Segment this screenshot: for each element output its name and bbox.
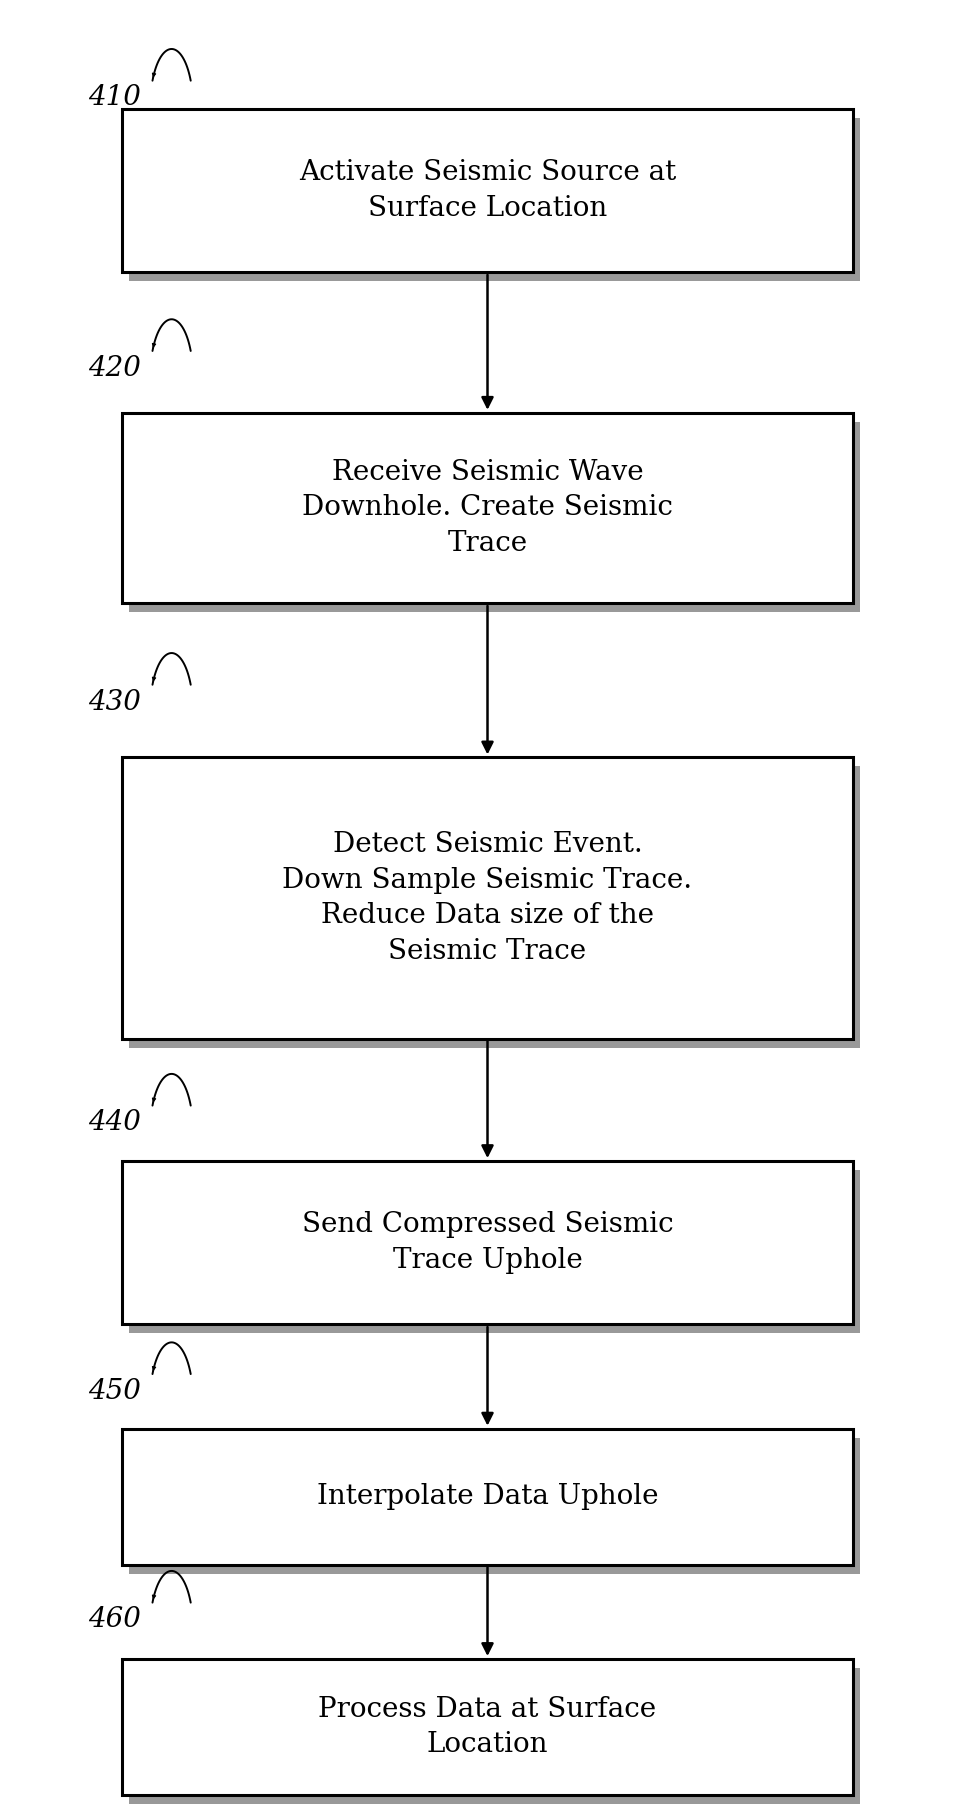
Bar <box>129 423 860 613</box>
Bar <box>122 109 853 272</box>
Bar <box>122 756 853 1038</box>
Bar <box>122 1658 853 1796</box>
Text: Interpolate Data Uphole: Interpolate Data Uphole <box>317 1484 658 1509</box>
Text: Process Data at Surface
Location: Process Data at Surface Location <box>319 1696 656 1758</box>
Text: 460: 460 <box>88 1607 140 1633</box>
Bar <box>122 1429 853 1564</box>
Text: Send Compressed Seismic
Trace Uphole: Send Compressed Seismic Trace Uphole <box>301 1212 674 1273</box>
Text: Detect Seismic Event.
Down Sample Seismic Trace.
Reduce Data size of the
Seismic: Detect Seismic Event. Down Sample Seismi… <box>283 831 692 965</box>
Text: 430: 430 <box>88 689 140 715</box>
Bar <box>122 412 853 602</box>
Bar <box>122 1161 853 1324</box>
Bar <box>129 1669 860 1803</box>
Text: 420: 420 <box>88 356 140 381</box>
Bar <box>129 1170 860 1333</box>
Text: 450: 450 <box>88 1379 140 1404</box>
Bar <box>129 118 860 281</box>
Bar <box>129 1437 860 1575</box>
Text: 440: 440 <box>88 1110 140 1136</box>
Text: Activate Seismic Source at
Surface Location: Activate Seismic Source at Surface Locat… <box>299 160 676 221</box>
Text: Receive Seismic Wave
Downhole. Create Seismic
Trace: Receive Seismic Wave Downhole. Create Se… <box>302 459 673 557</box>
Bar <box>129 766 860 1048</box>
Text: 410: 410 <box>88 85 140 111</box>
